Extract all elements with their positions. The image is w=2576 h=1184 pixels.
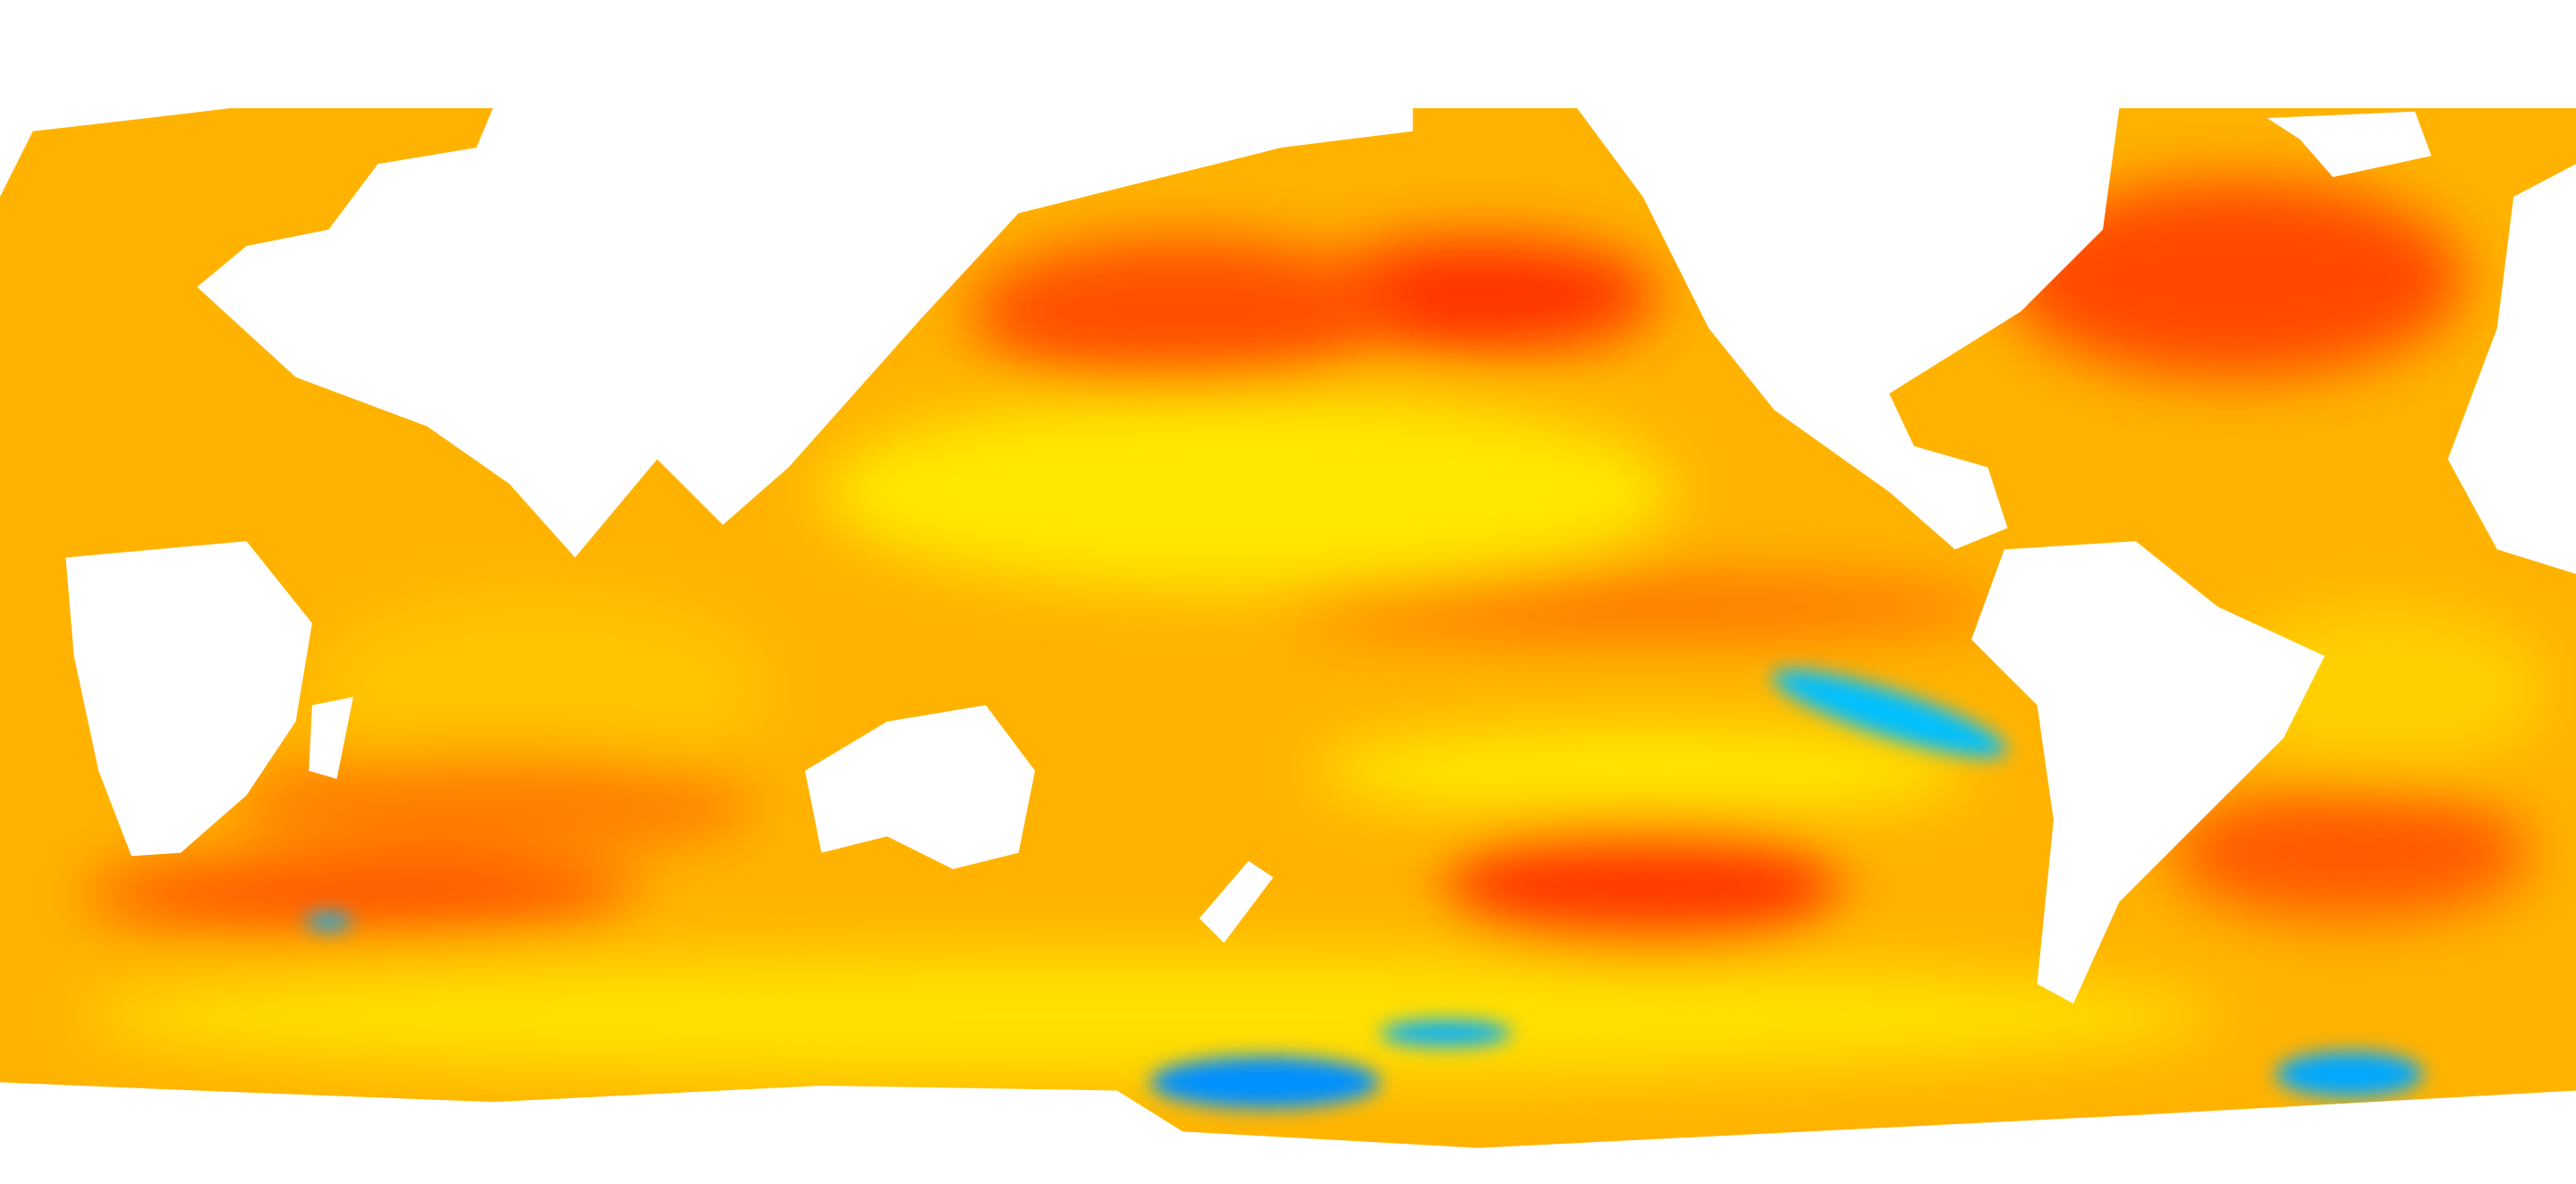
anomaly-red bbox=[2004, 180, 2465, 377]
madagascar bbox=[309, 697, 353, 780]
anomaly-blue bbox=[1771, 669, 2007, 757]
anomaly-blue bbox=[1379, 1019, 1512, 1046]
new-zealand bbox=[1199, 860, 1274, 943]
anomaly-yellow bbox=[311, 590, 773, 788]
anomaly-red bbox=[2168, 787, 2530, 918]
north-america bbox=[1577, 108, 2120, 550]
anomaly-yellow bbox=[81, 951, 2218, 1083]
eurasia bbox=[0, 108, 1413, 558]
cool-anomalies bbox=[305, 669, 2424, 1109]
anomaly-yellow bbox=[821, 393, 1676, 591]
greenland bbox=[2267, 111, 2432, 178]
warm-anomalies bbox=[81, 180, 2546, 1083]
anomaly-red bbox=[969, 237, 1397, 385]
anomaly-blue bbox=[305, 913, 352, 930]
anomaly-yellow bbox=[1314, 724, 1972, 817]
anomaly-blue bbox=[2275, 1051, 2424, 1097]
south-america bbox=[1971, 541, 2325, 1004]
anomaly-red bbox=[81, 858, 641, 930]
antarctica bbox=[0, 1082, 2576, 1184]
anomaly-red bbox=[1281, 577, 2004, 637]
anomaly-red bbox=[230, 754, 756, 853]
anomaly-red bbox=[1445, 819, 1841, 951]
africa bbox=[65, 541, 312, 857]
top-margin bbox=[0, 0, 2576, 109]
anomaly-blue bbox=[1149, 1055, 1380, 1109]
australia bbox=[805, 705, 1036, 869]
europe-west bbox=[2447, 164, 2576, 574]
